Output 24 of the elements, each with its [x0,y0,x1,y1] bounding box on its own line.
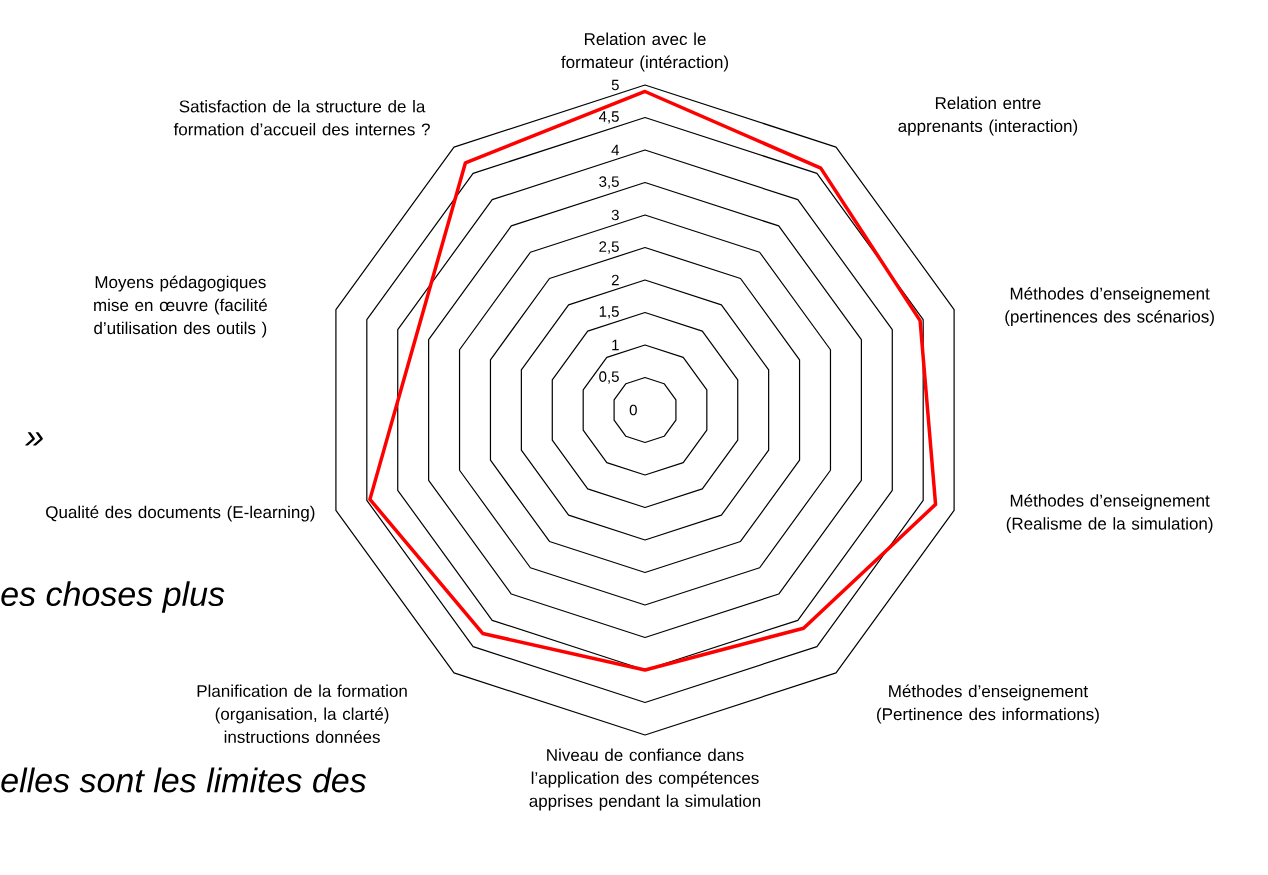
y-tick-label: 4,5 [598,111,619,124]
y-tick-label: 2,5 [599,241,619,254]
text: es choses plus [1,581,225,613]
spoke-label: Qualité des documents (E-learning) [46,505,315,522]
spoke-label: Satisfaction de la structure de la formation d’accueil des internes ? [173,99,430,136]
y-tick-label: 5 [611,79,619,91]
text: » [25,432,43,446]
y-tick-label: 2 [611,274,619,286]
spoke-label: Méthodes d’enseignement (Pertinence des informations) [877,684,1099,724]
spoke-label: Planification de la formation (organisation, la clarté) instructions données [197,684,407,744]
spoke-label: Relation entre apprenants (interaction) [898,96,1078,136]
y-tick-label: 0,5 [599,371,619,384]
y-tick-label: 4 [611,144,620,156]
spoke-label: Méthodes d’enseignement (Realisme de la simulation) [1006,494,1213,534]
text: elles sont les limites des [1,767,367,793]
y-tick-label: 3,5 [599,176,619,189]
y-tick-label: 3 [611,209,619,221]
spoke-label: Moyens pédagogiques mise en œuvre (facilité d’utilisation des outils ) [94,275,267,338]
y-tick-label: 1,5 [599,306,619,319]
y-tick-label: 0 [629,404,637,416]
spoke-label: Relation avec le formateur (intéraction) [561,32,729,72]
y-tick-label: 1 [612,339,619,351]
spoke-label: Niveau de confiance dans l’application des compétences apprises pendant la simulation [529,748,761,811]
spoke-label: Méthodes d’enseignement (pertinences des scénarios) [1005,286,1214,326]
